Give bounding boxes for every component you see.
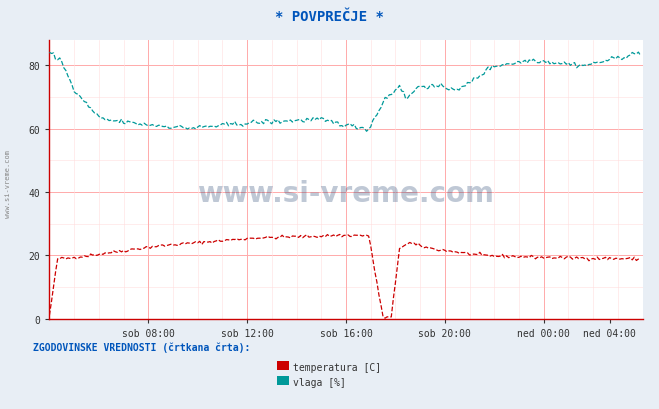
Text: ZGODOVINSKE VREDNOSTI (črtkana črta):: ZGODOVINSKE VREDNOSTI (črtkana črta): (33, 341, 250, 352)
Text: www.si-vreme.com: www.si-vreme.com (198, 180, 494, 208)
Text: vlaga [%]: vlaga [%] (293, 377, 346, 387)
Text: temperatura [C]: temperatura [C] (293, 362, 382, 372)
Text: www.si-vreme.com: www.si-vreme.com (5, 150, 11, 218)
Text: * POVPREČJE *: * POVPREČJE * (275, 10, 384, 24)
